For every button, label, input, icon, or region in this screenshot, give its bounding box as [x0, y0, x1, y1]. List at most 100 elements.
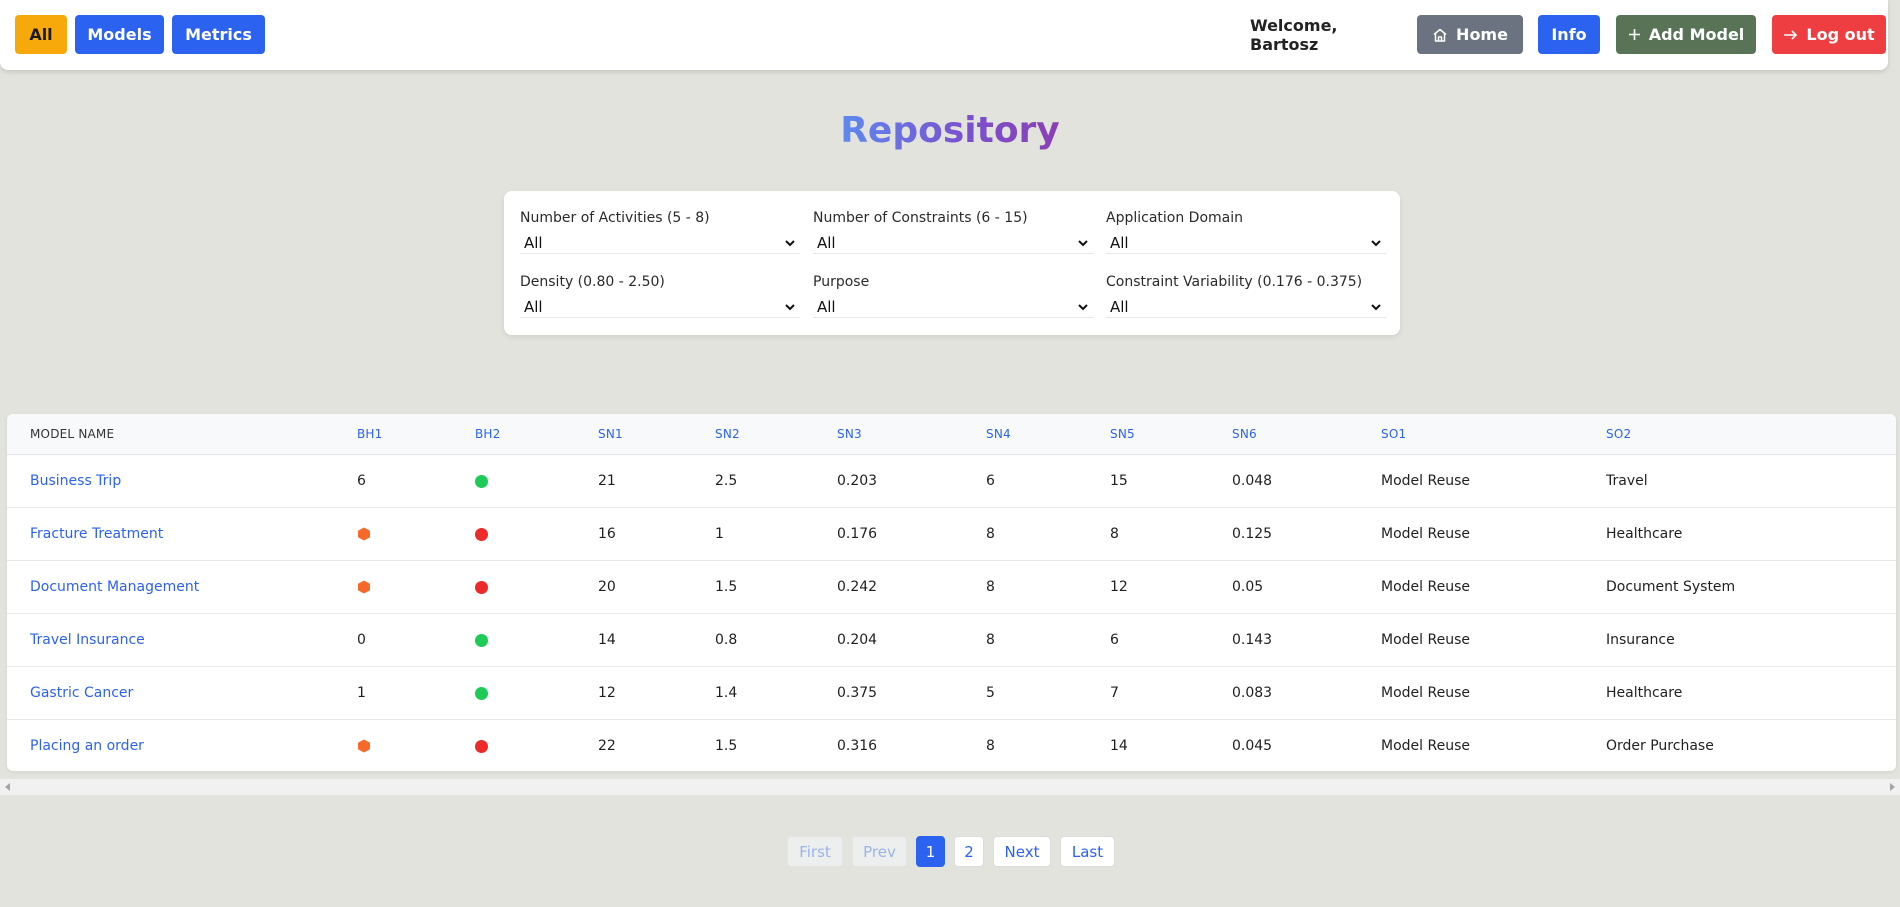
scroll-left-icon[interactable]: [5, 783, 10, 791]
table-cell-sn6: 0.045: [1232, 738, 1273, 754]
table-row: Travel Insurance 0 14 0.8 0.204 8 6 0.143 Model …: [7, 613, 1896, 667]
filter-label: Constraint Variability (0.176 - 0.375): [1106, 274, 1363, 290]
table-cell-sn5: 12: [1110, 560, 1232, 614]
status-cell: [475, 507, 598, 561]
filter-label: Application Domain: [1106, 210, 1243, 226]
home-button[interactable]: Home: [1417, 15, 1523, 54]
page-1-button[interactable]: 1: [916, 836, 945, 867]
density-select[interactable]: All: [520, 296, 800, 318]
home-icon: [1432, 27, 1448, 43]
next-page-button[interactable]: Next: [993, 836, 1051, 867]
models-table: MODEL NAME BH1 BH2 SN1 SN2 SN3 SN4 SN5 S…: [7, 414, 1896, 771]
chevron-down-icon: [1078, 239, 1088, 246]
model-name-link[interactable]: Placing an order: [30, 738, 144, 754]
first-page-button[interactable]: First: [787, 836, 843, 867]
purpose-select[interactable]: All: [813, 296, 1093, 318]
status-cell: [475, 613, 598, 667]
table-cell-sn1: 22: [598, 738, 616, 754]
status-cell: [475, 666, 598, 720]
status-warning-hexagon-icon: [358, 580, 370, 594]
status-warning-hexagon-icon: [358, 739, 370, 753]
column-header[interactable]: SN5: [1110, 414, 1232, 455]
table-row: Business Trip 6 21 2.5 0.203 6 15 0.048 Model Re…: [7, 454, 1896, 508]
table-cell-sn2: 1: [715, 507, 837, 561]
table-header-row: MODEL NAME BH1 BH2 SN1 SN2 SN3 SN4 SN5 S…: [7, 414, 1896, 455]
table-cell-sn1: 12: [598, 666, 715, 720]
filter-label: Density (0.80 - 2.50): [520, 274, 665, 290]
filter-variability: Constraint Variability (0.176 - 0.375) A…: [1106, 272, 1386, 318]
filter-panel: Number of Activities (5 - 8) All Number …: [504, 191, 1400, 335]
table-cell-sn2: 1.4: [715, 666, 837, 720]
table-cell-sn6: 0.083: [1232, 666, 1381, 720]
status-cell: [475, 560, 598, 614]
column-header[interactable]: SO1: [1381, 414, 1606, 455]
all-button[interactable]: All: [15, 15, 67, 54]
variability-select[interactable]: All: [1106, 296, 1386, 318]
add-model-label: Add Model: [1648, 25, 1745, 44]
table-cell-bh1: 0: [357, 613, 475, 667]
info-button[interactable]: Info: [1538, 15, 1600, 54]
column-header[interactable]: SN6: [1232, 414, 1381, 455]
table-cell-bh1: 6: [357, 454, 475, 508]
scroll-right-icon[interactable]: [1890, 783, 1895, 791]
table-cell-sn4: 5: [986, 666, 1110, 720]
table-cell-so1: Model Reuse: [1381, 613, 1606, 667]
logout-button[interactable]: Log out: [1772, 15, 1886, 54]
chevron-down-icon: [1371, 239, 1381, 246]
column-header[interactable]: SN3: [837, 414, 986, 455]
add-model-button[interactable]: Add Model: [1616, 15, 1756, 54]
table-cell-so1: Model Reuse: [1381, 507, 1606, 561]
model-name-link[interactable]: Gastric Cancer: [7, 666, 357, 720]
status-cell: [475, 720, 598, 772]
table-cell-sn4: 8: [986, 507, 1110, 561]
model-name-link[interactable]: Business Trip: [7, 454, 357, 508]
table-cell-so1: Model Reuse: [1381, 738, 1470, 754]
page-title: Repository: [840, 110, 1060, 151]
column-header[interactable]: BH2: [475, 414, 598, 455]
logout-label: Log out: [1806, 25, 1875, 44]
table-cell-so2: Document System: [1606, 560, 1896, 614]
table-cell-sn5: 6: [1110, 613, 1232, 667]
domain-select[interactable]: All: [1106, 232, 1386, 254]
status-cell: [357, 507, 475, 561]
top-navbar: All Models Metrics Welcome, Bartosz Home…: [0, 0, 1888, 70]
filter-label: Number of Constraints (6 - 15): [813, 210, 1028, 226]
metrics-button[interactable]: Metrics: [172, 15, 265, 54]
column-header[interactable]: BH1: [357, 414, 475, 455]
table-cell-sn2: 2.5: [715, 454, 837, 508]
status-red-icon: [475, 580, 488, 594]
table-cell-sn2: 1.5: [715, 560, 837, 614]
plus-icon: [1628, 28, 1641, 41]
column-header[interactable]: SO2: [1606, 414, 1896, 455]
activities-select[interactable]: All: [520, 232, 800, 254]
table-cell-sn4: 8: [986, 560, 1110, 614]
table-cell-sn6: 0.143: [1232, 613, 1381, 667]
models-button[interactable]: Models: [75, 15, 164, 54]
horizontal-scrollbar[interactable]: [0, 779, 1900, 795]
table-cell-sn5: 14: [1110, 738, 1128, 754]
model-name-link[interactable]: Fracture Treatment: [7, 507, 357, 561]
prev-page-button[interactable]: Prev: [852, 836, 907, 867]
table-cell-sn5: 8: [1110, 507, 1232, 561]
filter-purpose: Purpose All: [813, 272, 1093, 318]
table-cell-sn3: 0.204: [837, 613, 986, 667]
last-page-button[interactable]: Last: [1060, 836, 1115, 867]
filter-domain: Application Domain All: [1106, 208, 1386, 254]
column-header[interactable]: SN2: [715, 414, 837, 455]
column-header[interactable]: SN1: [598, 414, 715, 455]
page-2-button[interactable]: 2: [954, 836, 984, 867]
table-cell-so2: Travel: [1606, 454, 1896, 508]
table-row: Fracture Treatment 16 1 0.176 8 8 0.125 Model R…: [7, 507, 1896, 561]
table-cell-so1: Model Reuse: [1381, 560, 1606, 614]
status-green-icon: [475, 633, 488, 647]
model-name-link[interactable]: Travel Insurance: [7, 613, 357, 667]
column-header[interactable]: SN4: [986, 414, 1110, 455]
status-green-icon: [475, 474, 488, 488]
constraints-select[interactable]: All: [813, 232, 1093, 254]
model-name-link[interactable]: Document Management: [7, 560, 357, 614]
chevron-down-icon: [785, 303, 795, 310]
table-cell-sn1: 21: [598, 454, 715, 508]
status-red-icon: [475, 527, 488, 541]
table-row: Placing an order 22 1.5 0.316 8 14 0.045 Model …: [7, 720, 1896, 772]
table-cell-so2: Healthcare: [1606, 666, 1896, 720]
